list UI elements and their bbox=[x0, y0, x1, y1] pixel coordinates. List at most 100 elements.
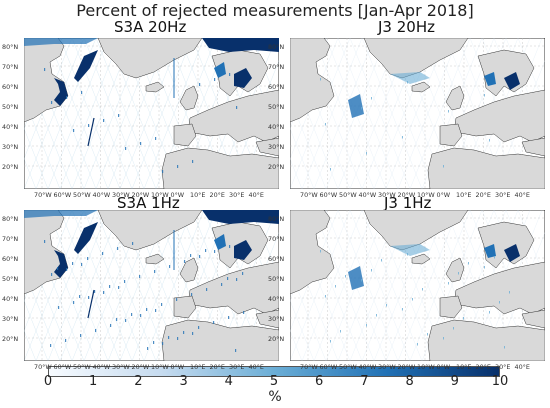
land-mass bbox=[453, 89, 545, 143]
land-mass bbox=[255, 137, 279, 157]
lon-tick: 0°W bbox=[436, 191, 451, 199]
land-mass bbox=[439, 123, 463, 147]
lon-tick: 50°W bbox=[339, 191, 357, 199]
lat-tick: 50°N bbox=[2, 275, 19, 283]
lon-tick: 60°W bbox=[53, 363, 72, 371]
lat-tick: 70°N bbox=[268, 235, 285, 243]
lon-tick: 20°E bbox=[209, 363, 225, 371]
lon-tick: 30°E bbox=[229, 363, 245, 371]
lon-tick: 40°W bbox=[358, 363, 377, 371]
lat-tick: 80°N bbox=[2, 43, 19, 51]
lat-tick: 50°N bbox=[268, 103, 285, 111]
colorbar-tick-6: 6 bbox=[315, 374, 324, 389]
lon-tick: 10°W bbox=[151, 191, 169, 199]
colorbar-tick-5: 5 bbox=[269, 374, 279, 389]
colorbar-unit: % bbox=[268, 389, 282, 405]
lon-tick: 20°W bbox=[131, 363, 150, 371]
land-mass bbox=[173, 123, 197, 147]
lat-tick: 30°N bbox=[2, 315, 19, 323]
colorbar bbox=[48, 366, 500, 377]
panel-title-s3a-20hz: S3A 20Hz bbox=[114, 18, 187, 36]
lon-tick: 40°E bbox=[514, 363, 530, 371]
lon-tick: 70°W bbox=[34, 191, 52, 199]
lon-tick: 40°E bbox=[248, 363, 264, 371]
land-mass bbox=[439, 295, 463, 319]
colorbar-tick-9: 9 bbox=[450, 374, 459, 389]
lon-tick: 10°W bbox=[417, 191, 435, 199]
colorbar-tick-7: 7 bbox=[360, 374, 369, 389]
land-mass bbox=[179, 85, 199, 111]
lon-tick: 20°W bbox=[397, 363, 416, 371]
lat-tick: 30°N bbox=[268, 143, 285, 151]
colorbar-tick-0: 0 bbox=[43, 374, 53, 389]
lon-tick: 40°W bbox=[92, 191, 111, 199]
lon-tick: 40°E bbox=[248, 191, 264, 199]
lon-tick: 30°E bbox=[495, 191, 511, 199]
lon-tick: 40°E bbox=[514, 191, 530, 199]
lat-tick: 50°N bbox=[268, 275, 285, 283]
lat-tick: 80°N bbox=[268, 215, 285, 223]
colorbar-tick-3: 3 bbox=[179, 374, 188, 389]
lon-tick: 0°W bbox=[170, 363, 185, 371]
lat-tick: 80°N bbox=[2, 215, 19, 223]
land-mass bbox=[445, 257, 465, 283]
colorbar-tick-10: 10 bbox=[491, 374, 509, 389]
map-s3a-20hz bbox=[24, 38, 279, 189]
lon-tick: 30°W bbox=[378, 191, 396, 199]
lat-tick: 40°N bbox=[268, 123, 285, 131]
lon-tick: 30°W bbox=[378, 363, 396, 371]
lon-tick: 60°W bbox=[53, 191, 72, 199]
lat-tick: 70°N bbox=[2, 63, 19, 71]
lat-tick: 40°N bbox=[2, 295, 19, 303]
lon-tick: 70°W bbox=[300, 363, 318, 371]
colorbar-tick-2: 2 bbox=[134, 374, 143, 389]
lat-tick: 40°N bbox=[268, 295, 285, 303]
lon-tick: 30°W bbox=[112, 363, 130, 371]
lon-tick: 30°E bbox=[495, 363, 511, 371]
lon-tick: 0°W bbox=[436, 363, 451, 371]
lon-tick: 20°E bbox=[475, 363, 491, 371]
lat-tick: 60°N bbox=[268, 83, 285, 91]
lon-tick: 20°E bbox=[475, 191, 491, 199]
land-mass bbox=[97, 38, 203, 79]
land-mass bbox=[187, 261, 279, 315]
lon-tick: 50°W bbox=[73, 191, 91, 199]
colorbar-tick-8: 8 bbox=[405, 374, 414, 389]
lon-tick: 40°W bbox=[92, 363, 111, 371]
lon-tick: 70°W bbox=[34, 363, 52, 371]
lat-tick: 30°N bbox=[2, 143, 19, 151]
lon-tick: 30°E bbox=[229, 191, 245, 199]
lon-tick: 10°E bbox=[456, 363, 472, 371]
land-mass bbox=[427, 147, 545, 189]
lat-tick: 20°N bbox=[2, 335, 19, 343]
land-mass bbox=[521, 309, 545, 329]
lon-tick: 30°W bbox=[112, 191, 130, 199]
panel-title-j3-1hz: J3 1Hz bbox=[384, 194, 432, 212]
lon-tick: 20°W bbox=[397, 191, 416, 199]
land-mass bbox=[290, 38, 335, 123]
lat-tick: 50°N bbox=[2, 103, 19, 111]
lat-tick: 60°N bbox=[2, 83, 19, 91]
main-title: Percent of rejected measurements [Jan-Ap… bbox=[76, 1, 474, 20]
lon-tick: 0°W bbox=[170, 191, 185, 199]
lon-tick: 10°W bbox=[151, 363, 169, 371]
lon-tick: 50°W bbox=[73, 363, 91, 371]
land-mass bbox=[445, 85, 465, 111]
lon-tick: 20°W bbox=[131, 191, 150, 199]
land-mass bbox=[187, 89, 279, 143]
panel-title-s3a-1hz: S3A 1Hz bbox=[117, 194, 180, 212]
land-mass bbox=[179, 257, 199, 283]
lon-tick: 20°E bbox=[209, 191, 225, 199]
land-mass bbox=[161, 319, 279, 361]
map-s3a-1hz bbox=[24, 210, 279, 361]
lon-tick: 10°W bbox=[417, 363, 435, 371]
land-mass bbox=[290, 210, 335, 295]
land-mass bbox=[161, 147, 279, 189]
land-mass bbox=[427, 319, 545, 361]
lat-tick: 80°N bbox=[268, 43, 285, 51]
map-j3-20hz bbox=[290, 38, 545, 189]
lon-tick: 10°E bbox=[190, 191, 206, 199]
lat-tick: 20°N bbox=[268, 335, 285, 343]
land-mass bbox=[453, 261, 545, 315]
lon-tick: 40°W bbox=[358, 191, 377, 199]
